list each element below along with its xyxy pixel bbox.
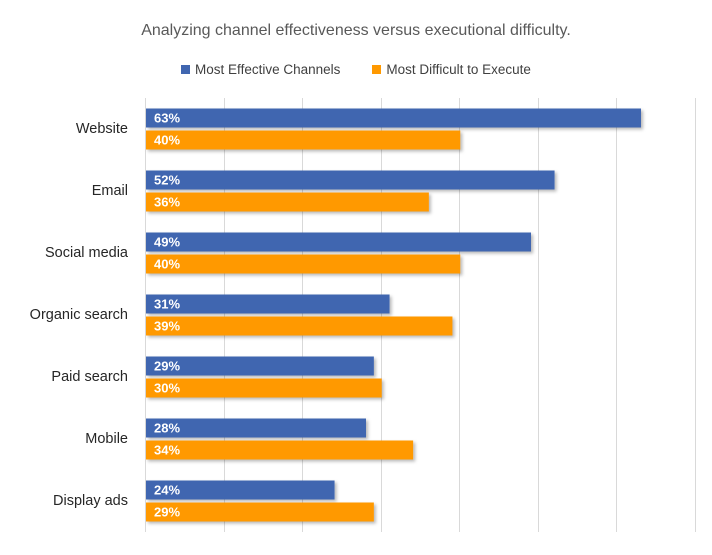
data-label-mobile-most-effective-channels: 28% (154, 421, 180, 436)
bar-website-most-effective-channels (146, 108, 641, 128)
bar-email-most-effective-channels (146, 170, 555, 190)
category-label-email: Email (92, 183, 128, 199)
bar-mobile-most-difficult-to-execute (146, 440, 414, 460)
data-label-email-most-effective-channels: 52% (154, 173, 180, 188)
gridlines (145, 98, 696, 532)
data-label-paid-search-most-effective-channels: 29% (154, 359, 180, 374)
data-label-website-most-difficult-to-execute: 40% (154, 133, 180, 148)
category-label-paid-search: Paid search (51, 369, 128, 385)
category-label-website: Website (76, 121, 128, 137)
legend-swatch-most-difficult (372, 65, 382, 74)
category-label-mobile: Mobile (85, 431, 128, 447)
data-label-website-most-effective-channels: 63% (154, 111, 180, 126)
bar-organic-search-most-effective-channels (146, 294, 390, 314)
legend-label-most-difficult: Most Difficult to Execute (386, 62, 531, 77)
bar-paid-search-most-effective-channels (146, 356, 374, 376)
chart-title: Analyzing channel effectiveness versus e… (141, 22, 571, 39)
bar-mobile-most-effective-channels (146, 418, 366, 438)
bars: 63% 40% 52% 36% 49% 40% 31% 39% 29% 30% 28% 34% 24% 2… (146, 108, 641, 522)
bar-email-most-difficult-to-execute (146, 192, 429, 212)
bar-social-media-most-effective-channels (146, 232, 531, 252)
legend-swatch-most-effective (181, 65, 191, 74)
data-label-display-ads-most-effective-channels: 24% (154, 483, 180, 498)
bar-organic-search-most-difficult-to-execute (146, 316, 453, 336)
category-label-display-ads: Display ads (53, 493, 128, 509)
legend-label-most-effective: Most Effective Channels (195, 62, 341, 77)
data-label-paid-search-most-difficult-to-execute: 30% (154, 381, 180, 396)
data-label-organic-search-most-difficult-to-execute: 39% (154, 319, 180, 334)
legend-item-most-difficult[interactable]: Most Difficult to Execute (372, 62, 531, 77)
category-label-organic-search: Organic search (30, 307, 128, 323)
data-label-organic-search-most-effective-channels: 31% (154, 297, 180, 312)
legend: Most Effective Channels Most Difficult t… (0, 62, 712, 77)
data-label-social-media-most-effective-channels: 49% (154, 235, 180, 250)
category-labels: Website Email Social media Organic search Pa… (30, 121, 129, 509)
data-label-display-ads-most-difficult-to-execute: 29% (154, 505, 180, 520)
bar-display-ads-most-effective-channels (146, 480, 335, 500)
legend-item-most-effective[interactable]: Most Effective Channels (181, 62, 340, 77)
bar-paid-search-most-difficult-to-execute (146, 378, 382, 398)
bar-display-ads-most-difficult-to-execute (146, 502, 374, 522)
bar-social-media-most-difficult-to-execute (146, 254, 461, 274)
category-label-social-media: Social media (45, 245, 129, 261)
data-label-mobile-most-difficult-to-execute: 34% (154, 443, 180, 458)
data-label-social-media-most-difficult-to-execute: 40% (154, 257, 180, 272)
data-label-email-most-difficult-to-execute: 36% (154, 195, 180, 210)
bar-website-most-difficult-to-execute (146, 130, 461, 150)
